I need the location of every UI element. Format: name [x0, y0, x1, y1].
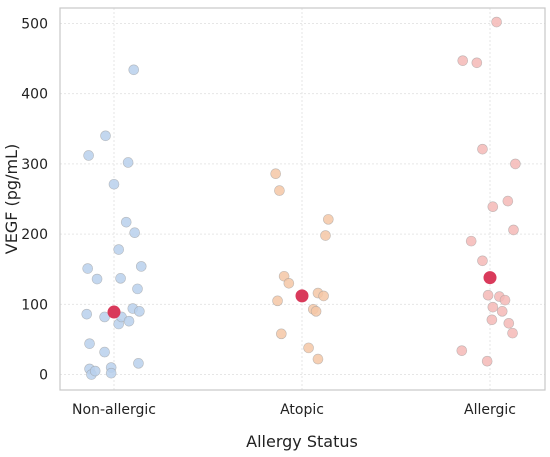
data-point	[477, 255, 488, 267]
data-point	[487, 201, 499, 213]
data-point	[83, 150, 94, 161]
data-point	[318, 290, 329, 302]
grid-lines	[60, 8, 545, 390]
y-tick-label: 500	[21, 16, 48, 32]
data-point	[303, 342, 314, 354]
data-point	[477, 143, 488, 155]
y-tick-label: 300	[21, 157, 48, 173]
data-point	[487, 301, 499, 313]
data-point	[457, 55, 469, 66]
data-point	[134, 306, 145, 317]
data-point	[99, 311, 110, 323]
data-point	[128, 64, 140, 76]
data-point	[115, 273, 126, 284]
plot-frame	[59, 7, 546, 391]
x-axis-title: Allergy Status	[246, 432, 358, 451]
mean-marker	[483, 271, 497, 285]
data-point	[465, 235, 477, 247]
mean-marker	[295, 289, 309, 303]
y-axis-title: VEGF (pg/mL)	[2, 144, 21, 254]
data-point	[482, 289, 494, 301]
data-point	[129, 227, 140, 239]
data-point	[91, 273, 103, 285]
data-point	[312, 353, 324, 365]
x-tick-label: Atopic	[280, 402, 324, 418]
data-point	[108, 178, 120, 190]
data-point	[499, 294, 511, 306]
data-point	[276, 328, 287, 340]
data-point	[502, 195, 514, 207]
data-points	[81, 16, 521, 380]
data-point	[84, 338, 95, 349]
data-point	[510, 158, 521, 170]
mean-markers	[107, 271, 497, 319]
data-point	[133, 358, 144, 369]
data-point	[123, 315, 135, 327]
mean-marker	[107, 305, 121, 319]
data-point	[81, 308, 93, 320]
data-point	[283, 277, 295, 289]
data-point	[481, 355, 493, 367]
data-point	[122, 157, 134, 168]
data-point	[113, 244, 124, 255]
y-tick-label: 400	[21, 87, 48, 103]
data-point	[496, 306, 508, 317]
y-tick-labels: 0 100 200 300 400 500	[21, 16, 48, 383]
data-point	[323, 214, 334, 225]
data-point	[99, 346, 110, 358]
data-point	[132, 283, 143, 295]
data-point	[491, 16, 502, 28]
data-point	[274, 185, 285, 196]
y-tick-label: 0	[39, 368, 48, 384]
data-point	[120, 216, 132, 228]
y-tick-label: 200	[21, 227, 48, 243]
data-point	[270, 168, 281, 180]
x-tick-label: Allergic	[464, 402, 516, 418]
data-point	[471, 57, 483, 69]
data-point	[320, 230, 331, 241]
data-point	[105, 367, 117, 379]
data-point	[272, 295, 283, 307]
x-tick-label: Non-allergic	[72, 402, 156, 418]
data-point	[456, 345, 468, 356]
data-point	[310, 306, 322, 317]
data-point	[89, 365, 101, 377]
data-point	[508, 224, 519, 236]
data-point	[486, 314, 498, 326]
y-tick-label: 100	[21, 297, 48, 313]
data-point	[82, 263, 93, 274]
x-tick-labels: Non-allergic Atopic Allergic	[72, 402, 516, 418]
data-point	[100, 130, 111, 142]
data-point	[507, 327, 518, 339]
data-point	[503, 317, 515, 329]
data-point	[135, 261, 147, 272]
